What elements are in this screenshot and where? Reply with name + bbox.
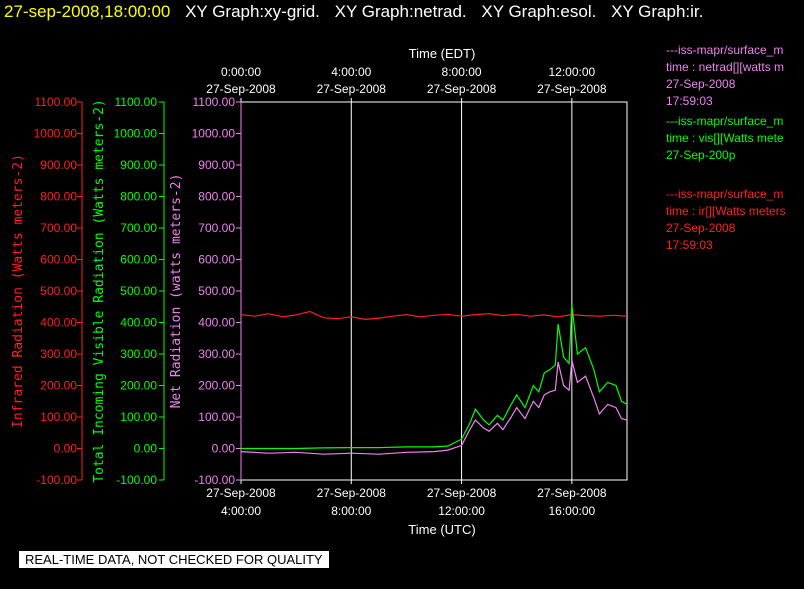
y-tick-label: 400.00 xyxy=(198,316,235,330)
y-tick-label: 0.00 xyxy=(134,442,158,456)
legend-source: ---iss-mapr/surface_m xyxy=(666,187,784,201)
y-tick-label: 1000.00 xyxy=(114,127,158,141)
x-tick-label-bottom: 27-Sep-2008 xyxy=(537,486,607,500)
x-axis-label-top: Time (EDT) xyxy=(409,46,476,61)
y-tick-label: 500.00 xyxy=(120,284,157,298)
x-tick-label-bottom: 27-Sep-2008 xyxy=(206,486,276,500)
y-tick-label: 400.00 xyxy=(40,316,77,330)
graph-title-netrad: XY Graph:netrad. xyxy=(334,2,467,21)
legend-entry-vis: ---iss-mapr/surface_m time : vis[][Watts… xyxy=(666,113,804,164)
y-tick-label: 700.00 xyxy=(120,221,157,235)
y-tick-label: 100.00 xyxy=(120,410,157,424)
y-tick-label: 100.00 xyxy=(40,410,77,424)
legend-source: ---iss-mapr/surface_m xyxy=(666,43,784,57)
legend-date: 27-Sep-200p xyxy=(666,148,736,162)
y-tick-label: 1100.00 xyxy=(35,95,78,109)
legend-time: 17:59:03 xyxy=(666,94,713,108)
y-tick-label: 0.00 xyxy=(212,442,236,456)
x-tick-label-top: 4:00:00 xyxy=(331,65,371,79)
x-tick-label-top: 12:00:00 xyxy=(548,65,595,79)
y-tick-label: 600.00 xyxy=(198,253,235,267)
x-tick-label-bottom: 12:00:00 xyxy=(438,504,485,518)
x-tick-label-top: 8:00:00 xyxy=(442,65,482,79)
y-tick-label: 1000.00 xyxy=(34,127,78,141)
y-tick-label: 1100.00 xyxy=(115,95,158,109)
y-tick-label: 800.00 xyxy=(40,190,77,204)
header: 27-sep-2008,18:00:00 XY Graph:xy-grid. X… xyxy=(4,2,703,22)
y-tick-label: 600.00 xyxy=(120,253,157,267)
y-tick-label: -100.00 xyxy=(116,473,157,487)
y-axis-label: Total Incoming Visible Radiation (Watts … xyxy=(92,99,107,483)
legend-date: 27-Sep-2008 xyxy=(666,77,736,91)
y-tick-label: 1000.00 xyxy=(192,127,236,141)
y-tick-label: 300.00 xyxy=(198,347,235,361)
series-line-netrad xyxy=(240,360,628,455)
x-tick-label-top: 27-Sep-2008 xyxy=(206,82,276,96)
y-tick-label: 700.00 xyxy=(40,221,77,235)
y-tick-label: 500.00 xyxy=(40,284,77,298)
y-tick-label: 400.00 xyxy=(120,316,157,330)
x-tick-label-bottom: 4:00:00 xyxy=(221,504,261,518)
legend-variable: time : ir[][Watts meters xyxy=(666,204,786,218)
y-tick-label: 900.00 xyxy=(120,158,157,172)
y-tick-label: 800.00 xyxy=(198,190,235,204)
y-tick-label: 300.00 xyxy=(120,347,157,361)
x-tick-label-bottom: 27-Sep-2008 xyxy=(427,486,497,500)
y-tick-label: 100.00 xyxy=(198,410,235,424)
x-tick-label-top: 27-Sep-2008 xyxy=(317,82,387,96)
legend-variable: time : vis[][Watts mete xyxy=(666,131,784,145)
y-tick-label: -100.00 xyxy=(36,473,77,487)
legend-source: ---iss-mapr/surface_m xyxy=(666,114,784,128)
y-tick-label: 700.00 xyxy=(198,221,235,235)
x-tick-label-bottom: 16:00:00 xyxy=(548,504,595,518)
x-tick-label-top: 27-Sep-2008 xyxy=(427,82,497,96)
y-axis-label: Infrared Radiation (Watts meters-2) xyxy=(11,154,26,428)
quality-banner: REAL-TIME DATA, NOT CHECKED FOR QUALITY xyxy=(19,551,329,568)
y-tick-label: 0.00 xyxy=(54,442,78,456)
x-tick-label-top: 0:00:00 xyxy=(221,65,261,79)
y-tick-label: -100.00 xyxy=(194,473,235,487)
y-tick-label: 500.00 xyxy=(198,284,235,298)
series-line-ir xyxy=(240,310,628,321)
y-tick-label: 800.00 xyxy=(120,190,157,204)
y-tick-label: 200.00 xyxy=(198,379,235,393)
legend-entry-netrad: ---iss-mapr/surface_m time : netrad[][wa… xyxy=(666,42,804,110)
legend-entry-ir: ---iss-mapr/surface_m time : ir[][Watts … xyxy=(666,186,804,254)
y-tick-label: 900.00 xyxy=(40,158,77,172)
graph-title-esol: XY Graph:esol. xyxy=(481,2,597,21)
y-tick-label: 200.00 xyxy=(40,379,77,393)
legend-variable: time : netrad[][watts m xyxy=(666,60,785,74)
y-axis-label: Net Radiation (watts meters-2) xyxy=(169,174,184,409)
legend-date: 27-Sep-2008 xyxy=(666,221,736,235)
graph-title-xy-grid: XY Graph:xy-grid. xyxy=(185,2,320,21)
plot-frame xyxy=(240,101,628,481)
series-line-vis xyxy=(241,305,628,450)
x-tick-label-bottom: 27-Sep-2008 xyxy=(317,486,387,500)
y-tick-label: 200.00 xyxy=(120,379,157,393)
y-tick-label: 1100.00 xyxy=(193,95,236,109)
y-tick-label: 600.00 xyxy=(40,253,77,267)
legend-time: 17:59:03 xyxy=(666,238,713,252)
timestamp: 27-sep-2008,18:00:00 xyxy=(4,2,171,21)
x-axis-label-bottom: Time (UTC) xyxy=(408,522,475,537)
graph-title-ir: XY Graph:ir. xyxy=(611,2,704,21)
y-tick-label: 900.00 xyxy=(198,158,235,172)
x-tick-label-bottom: 8:00:00 xyxy=(331,504,371,518)
y-tick-label: 300.00 xyxy=(40,347,77,361)
x-tick-label-top: 27-Sep-2008 xyxy=(537,82,607,96)
